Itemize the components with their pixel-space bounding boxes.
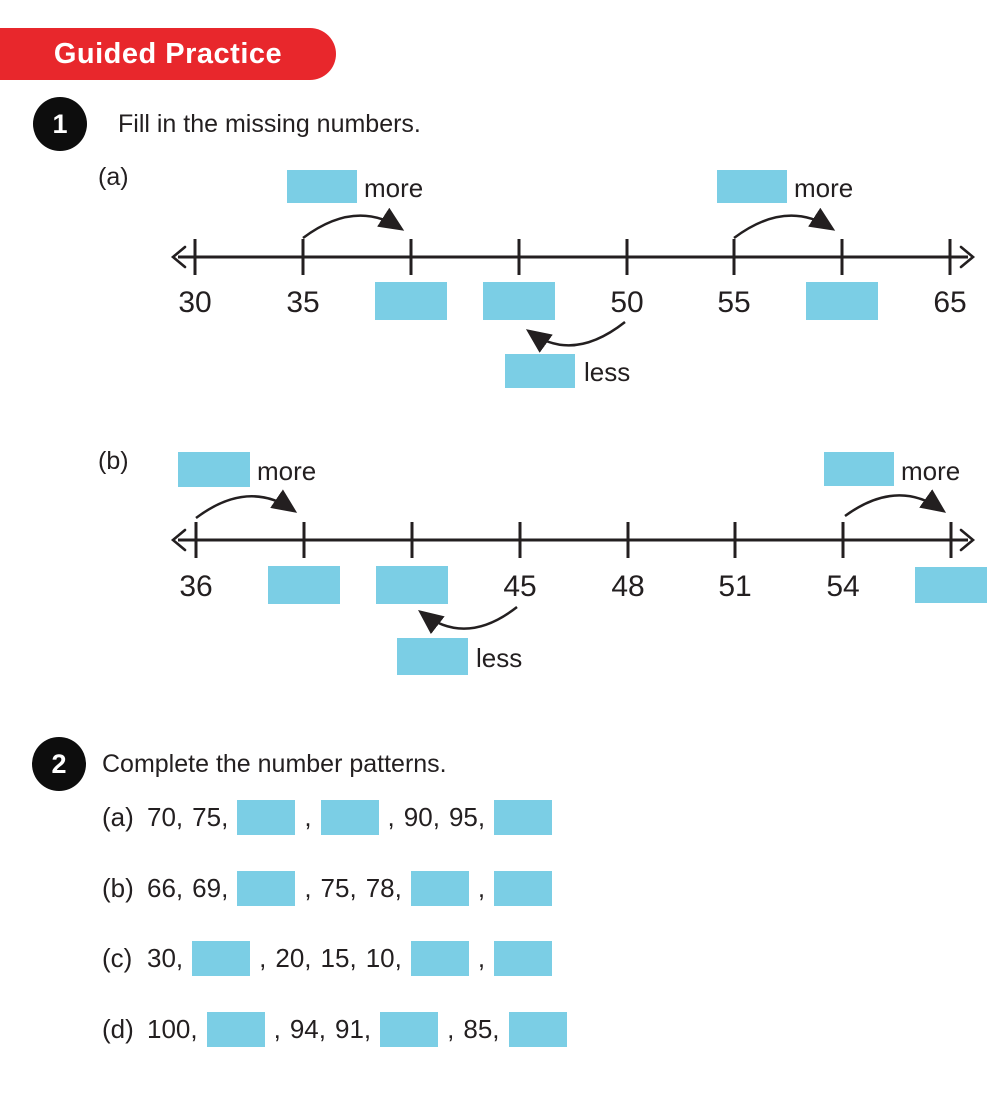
answer-box[interactable]	[410, 870, 469, 906]
answer-box[interactable]	[508, 1011, 567, 1047]
part-a-label: (a)	[98, 163, 129, 191]
pattern-number: 91,	[335, 1013, 372, 1044]
answer-box-less-b[interactable]	[397, 638, 468, 675]
answer-box[interactable]	[494, 870, 553, 906]
comma: ,	[477, 942, 486, 973]
less-word-a: less	[584, 357, 631, 387]
pattern-row-d-sequence: 100,, 94, 91,, 85,	[147, 1011, 567, 1047]
pattern-number: 85,	[463, 1013, 500, 1044]
tick-label-b-48: 48	[611, 570, 645, 603]
question-2-badge: 2	[32, 737, 86, 791]
tick-label-b-51: 51	[718, 570, 752, 603]
tick-label-a-35: 35	[286, 286, 320, 319]
pattern-number: 10,	[365, 942, 402, 973]
more-word-1b: more	[257, 456, 317, 486]
pattern-row-b: (b) 66, 69,, 75, 78,,	[102, 868, 553, 908]
pattern-number: 66,	[147, 872, 184, 903]
pattern-row-c-sequence: 30,, 20, 15, 10,,	[147, 940, 553, 976]
answer-box[interactable]	[192, 940, 251, 976]
comma: ,	[259, 942, 267, 973]
answer-box-b-39[interactable]	[268, 566, 340, 604]
answer-box-a-45[interactable]	[483, 282, 555, 320]
pattern-row-b-label: (b)	[102, 872, 134, 903]
pattern-row-c-label: (c)	[102, 942, 133, 973]
tick-label-b-36: 36	[179, 570, 213, 603]
pattern-number: 75,	[320, 872, 357, 903]
answer-box[interactable]	[494, 940, 553, 976]
answer-box[interactable]	[410, 940, 469, 976]
pattern-number: 30,	[147, 942, 184, 973]
more-word-2a: more	[794, 173, 854, 203]
answer-box[interactable]	[380, 1011, 439, 1047]
pattern-row-a-label: (a)	[102, 801, 134, 832]
pattern-row-a: (a) 70, 75,,, 90, 95,	[102, 797, 553, 837]
answer-box-more-1b[interactable]	[178, 452, 250, 487]
tick-label-a-55: 55	[717, 286, 751, 319]
banner-label: Guided Practice	[53, 37, 283, 70]
more-word-2b: more	[901, 456, 961, 486]
more-word-1a: more	[364, 173, 424, 203]
answer-box[interactable]	[320, 799, 379, 835]
question-1-badge: 1	[33, 97, 87, 151]
answer-box[interactable]	[494, 799, 553, 835]
pattern-number: 69,	[192, 872, 229, 903]
answer-box-b-57[interactable]	[915, 567, 987, 603]
tick-label-a-65: 65	[933, 286, 967, 319]
question-2-prompt: Complete the number patterns.	[102, 750, 447, 778]
answer-box-a-60[interactable]	[806, 282, 878, 320]
pattern-row-d-label: (d)	[102, 1013, 134, 1044]
comma: ,	[387, 801, 395, 832]
tick-label-b-45: 45	[503, 570, 537, 603]
tick-label-a-50: 50	[610, 286, 644, 319]
pattern-number: 15,	[320, 942, 357, 973]
answer-box[interactable]	[206, 1011, 265, 1047]
answer-box-more-2a[interactable]	[717, 170, 787, 203]
guided-practice-banner: Guided Practice	[0, 28, 336, 80]
pattern-row-d: (d) 100,, 94, 91,, 85,	[102, 1009, 567, 1049]
pattern-number: 100,	[147, 1013, 198, 1044]
tick-label-b-54: 54	[826, 570, 860, 603]
pattern-number: 94,	[289, 1013, 326, 1044]
comma: ,	[304, 872, 312, 903]
answer-box-more-2b[interactable]	[824, 452, 894, 486]
question-1-prompt: Fill in the missing numbers.	[118, 110, 421, 138]
less-word-b: less	[476, 643, 523, 673]
comma: ,	[447, 1013, 455, 1044]
question-2-number: 2	[51, 748, 67, 779]
pattern-row-b-sequence: 66, 69,, 75, 78,,	[147, 870, 553, 906]
comma: ,	[304, 801, 312, 832]
pattern-row-a-sequence: 70, 75,,, 90, 95,	[147, 799, 553, 835]
number-line-a-graphic	[170, 207, 976, 353]
answer-box-b-42[interactable]	[376, 566, 448, 604]
comma: ,	[477, 872, 486, 903]
question-1-number: 1	[52, 108, 68, 139]
answer-box-a-40[interactable]	[375, 282, 447, 320]
pattern-number: 78,	[365, 872, 402, 903]
pattern-number: 70,	[147, 801, 184, 832]
answer-box[interactable]	[237, 799, 296, 835]
comma: ,	[273, 1013, 281, 1044]
pattern-number: 90,	[403, 801, 440, 832]
answer-box[interactable]	[237, 870, 296, 906]
part-b-label: (b)	[98, 447, 129, 475]
pattern-number: 95,	[448, 801, 486, 832]
answer-box-less-a[interactable]	[505, 354, 575, 388]
answer-box-more-1a[interactable]	[287, 170, 357, 203]
number-line-b-graphic	[170, 489, 976, 635]
pattern-row-c: (c) 30,, 20, 15, 10,,	[102, 938, 553, 978]
tick-label-a-30: 30	[178, 286, 212, 319]
pattern-number: 20,	[275, 942, 312, 973]
pattern-number: 75,	[192, 801, 229, 832]
